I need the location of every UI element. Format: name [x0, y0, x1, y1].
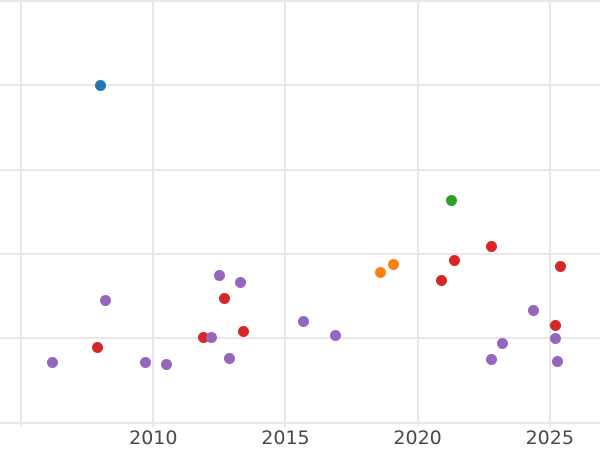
- data-point-purple: [496, 337, 508, 349]
- plot-area: [0, 0, 600, 427]
- data-point-purple: [205, 332, 217, 344]
- gridline-vertical: [20, 0, 23, 427]
- data-point-red: [198, 332, 210, 344]
- data-point-purple: [528, 305, 540, 317]
- x-tick-label: 2010: [129, 427, 178, 449]
- data-point-red: [219, 293, 231, 305]
- data-point-red: [92, 342, 104, 354]
- data-point-red: [237, 326, 249, 338]
- data-point-red: [435, 274, 447, 286]
- data-point-purple: [549, 332, 561, 344]
- gridline-horizontal: [0, 421, 600, 424]
- data-point-red: [449, 255, 461, 267]
- gridline-vertical: [548, 0, 551, 427]
- gridline-vertical: [416, 0, 419, 427]
- data-point-purple: [224, 353, 236, 365]
- x-tick-label: 2015: [261, 427, 310, 449]
- data-point-green: [446, 195, 458, 207]
- x-axis: 2010 2015 2020 2025: [0, 427, 600, 450]
- data-point-red: [549, 320, 561, 332]
- data-point-purple: [486, 353, 498, 365]
- x-tick-label: 2025: [525, 427, 574, 449]
- gridline-vertical: [284, 0, 287, 427]
- gridline-vertical: [152, 0, 155, 427]
- data-point-purple: [552, 355, 564, 367]
- data-point-purple: [330, 329, 342, 341]
- data-point-purple: [235, 277, 247, 289]
- data-point-purple: [161, 359, 173, 371]
- gridline-horizontal: [0, 0, 600, 2]
- data-point-purple: [213, 269, 225, 281]
- data-point-purple: [100, 294, 112, 306]
- gridline-horizontal: [0, 253, 600, 255]
- data-point-blue: [94, 79, 106, 91]
- x-tick-label: 2020: [393, 427, 442, 449]
- gridline-horizontal: [0, 337, 600, 340]
- data-point-orange: [375, 267, 387, 279]
- data-point-purple: [139, 356, 151, 368]
- gridline-horizontal: [0, 84, 600, 87]
- data-point-purple: [298, 316, 310, 328]
- data-point-red: [554, 261, 566, 273]
- data-point-orange: [388, 259, 400, 271]
- data-point-red: [486, 240, 498, 252]
- data-point-purple: [47, 357, 59, 369]
- gridline-horizontal: [0, 168, 600, 171]
